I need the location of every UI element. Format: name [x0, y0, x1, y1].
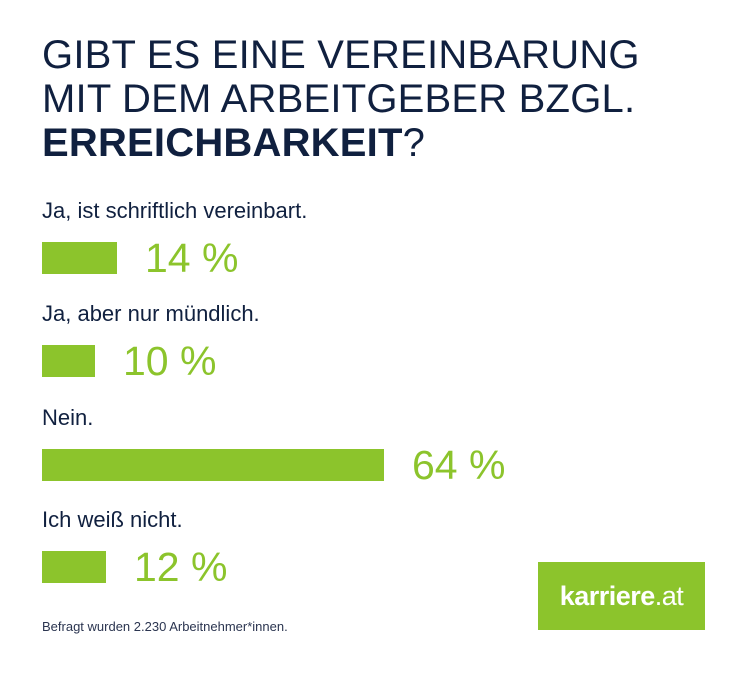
chart-item-muendlich: Ja, aber nur mündlich. 10 % [42, 301, 260, 383]
item-label: Ich weiß nicht. [42, 507, 183, 532]
bar [42, 345, 95, 377]
karriere-logo: karriere .at [538, 562, 705, 630]
bar [42, 242, 117, 274]
bar-row: 12 % [42, 545, 227, 589]
title-line-3: ERREICHBARKEIT? [42, 121, 640, 165]
percentage-label: 14 % [145, 235, 239, 281]
title-suffix: ? [402, 121, 426, 165]
chart-item-nein: Nein. 64 % [42, 405, 505, 487]
chart-item-weiss-nicht: Ich weiß nicht. 12 % [42, 507, 227, 589]
bar-row: 14 % [42, 236, 238, 280]
bar-row: 64 % [42, 443, 505, 487]
title-line-1: GIBT ES EINE VEREINBARUNG [42, 33, 640, 77]
percentage-label: 10 % [123, 338, 217, 384]
footnote: Befragt wurden 2.230 Arbeitnehmer*innen. [42, 619, 288, 634]
logo-brand: karriere [559, 580, 656, 611]
title-line-2: MIT DEM ARBEITGEBER BZGL. [42, 77, 636, 121]
item-label: Nein. [42, 405, 94, 430]
title-emphasis: ERREICHBARKEIT [42, 121, 403, 165]
percentage-label: 64 % [412, 442, 506, 488]
percentage-label: 12 % [134, 544, 228, 590]
chart-item-schriftlich: Ja, ist schriftlich vereinbart. 14 % [42, 198, 308, 280]
bar [42, 551, 106, 583]
item-label: Ja, ist schriftlich vereinbart. [42, 198, 308, 223]
bar-row: 10 % [42, 339, 216, 383]
logo-tld: .at [654, 580, 684, 611]
bar [42, 449, 384, 481]
item-label: Ja, aber nur mündlich. [42, 301, 260, 326]
page-title: GIBT ES EINE VEREINBARUNG MIT DEM ARBEIT… [42, 33, 640, 165]
